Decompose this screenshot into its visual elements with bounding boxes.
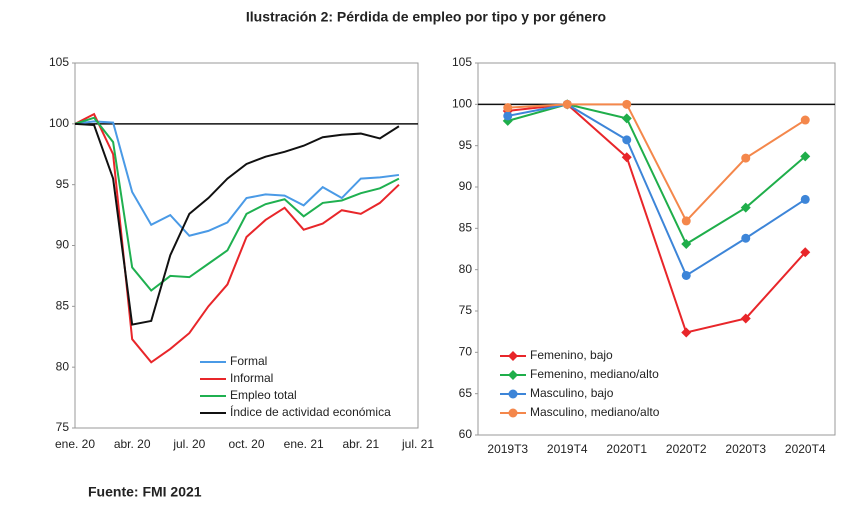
y-tick-label: 75 [56, 420, 70, 434]
y-tick-label: 100 [49, 116, 69, 130]
legend-label: Informal [230, 371, 273, 385]
x-tick-label: 2020T3 [725, 442, 766, 456]
y-tick-label: 75 [459, 303, 473, 317]
plot-frame [477, 62, 836, 436]
series-line [507, 103, 806, 223]
x-tick-label: ene. 20 [55, 437, 95, 451]
x-tick-label: jul. 20 [172, 437, 205, 451]
x-tick-label: 2020T2 [666, 442, 707, 456]
series-line [74, 116, 400, 292]
figure-title: Ilustración 2: Pérdida de empleo por tip… [246, 9, 606, 25]
x-tick-label: abr. 21 [342, 437, 379, 451]
y-tick-label: 85 [56, 299, 70, 313]
point [681, 270, 691, 280]
point [681, 327, 692, 338]
series-line [507, 103, 806, 246]
point [740, 202, 751, 213]
point [622, 99, 632, 109]
point [622, 135, 632, 145]
y-tick-label: 80 [459, 262, 473, 276]
x-tick-label: ene. 21 [284, 437, 324, 451]
legend-label: Femenino, mediano/alto [530, 367, 659, 381]
source: Fuente: FMI 2021 [88, 484, 202, 500]
legend-label: Masculino, bajo [530, 386, 614, 400]
legend-label: Formal [230, 354, 267, 368]
x-tick-label: abr. 20 [114, 437, 151, 451]
legend-label: Femenino, bajo [530, 348, 613, 362]
point [800, 247, 811, 258]
x-tick-label: 2019T4 [547, 442, 588, 456]
y-tick-label: 80 [56, 359, 70, 373]
point [621, 152, 632, 163]
legend-label: Empleo total [230, 388, 297, 402]
series-line [507, 103, 806, 277]
y-tick-label: 105 [452, 55, 472, 69]
y-tick-label: 90 [56, 238, 70, 252]
point [621, 113, 632, 124]
x-tick-label: 2020T1 [606, 442, 647, 456]
legend-marker [508, 370, 518, 380]
x-tick-label: 2019T3 [487, 442, 528, 456]
x-tick-label: 2020T4 [785, 442, 826, 456]
legend-marker [508, 408, 518, 418]
y-tick-label: 70 [459, 345, 473, 359]
point [503, 111, 513, 121]
y-tick-label: 105 [49, 55, 69, 69]
y-tick-label: 95 [56, 177, 70, 191]
y-tick-label: 60 [459, 427, 473, 441]
point [503, 103, 513, 113]
point [681, 216, 691, 226]
x-tick-label: jul. 21 [401, 437, 434, 451]
point [800, 151, 811, 162]
y-tick-label: 90 [459, 179, 473, 193]
point [741, 233, 751, 243]
point [562, 99, 572, 109]
point [800, 194, 810, 204]
point [681, 239, 692, 250]
y-tick-label: 95 [459, 138, 473, 152]
y-tick-label: 65 [459, 386, 473, 400]
point [800, 115, 810, 125]
legend-label: Masculino, mediano/alto [530, 405, 660, 419]
legend-marker [508, 389, 518, 399]
legend-marker [508, 351, 518, 361]
series-line [74, 122, 400, 326]
series-line [74, 112, 400, 364]
point [741, 153, 751, 163]
x-tick-label: oct. 20 [228, 437, 264, 451]
series-line [74, 120, 400, 237]
legend-label: Índice de actividad económica [230, 404, 391, 419]
y-tick-label: 100 [452, 97, 472, 111]
y-tick-label: 85 [459, 221, 473, 235]
series-line [507, 103, 806, 334]
point [740, 313, 751, 324]
